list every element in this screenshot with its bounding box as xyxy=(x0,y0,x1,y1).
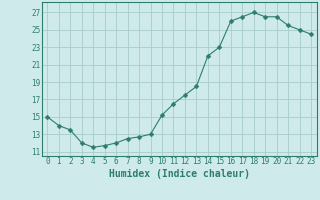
X-axis label: Humidex (Indice chaleur): Humidex (Indice chaleur) xyxy=(109,169,250,179)
